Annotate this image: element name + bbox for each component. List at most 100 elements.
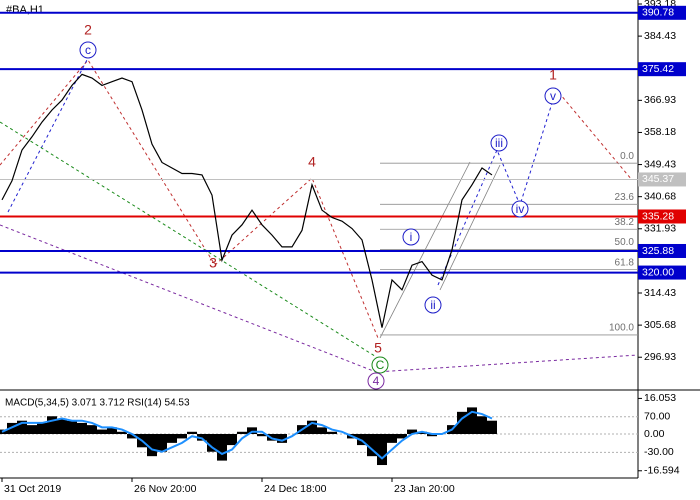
macd-bar [47, 416, 57, 434]
wave-circle [511, 200, 529, 218]
fib-label: 100.0 [609, 323, 634, 334]
wave-label: c [85, 43, 91, 57]
y-tick-label: 340.68 [644, 190, 676, 202]
macd-bar [247, 427, 257, 434]
wave-circle [402, 228, 420, 246]
wave-red-projection [554, 87, 633, 181]
macd-bar [77, 422, 87, 434]
wave-blue [7, 57, 89, 213]
macd-bar [177, 434, 187, 439]
indicator-label: MACD(5,34,5) 3.071 3.712 RSI(14) 54.53 [5, 398, 190, 409]
level-tag [638, 209, 686, 224]
macd-bar [417, 431, 427, 434]
level-tag [638, 172, 686, 187]
level-tag [638, 265, 686, 280]
macd-bar [387, 434, 397, 443]
indicator-tick-label: 0.00 [644, 428, 665, 440]
macd-bar [57, 418, 67, 434]
wave-label: 4 [308, 154, 316, 170]
macd-bar [97, 429, 107, 434]
indicator-tick-label: -16.594 [644, 465, 680, 477]
y-tick-label: 349.43 [644, 158, 676, 170]
chart-title: #BA,H1 [6, 4, 44, 16]
macd-bar [207, 434, 217, 452]
wave-green [0, 121, 379, 359]
wave-circle [490, 134, 508, 152]
macd-bar [127, 434, 137, 439]
wave-label: ii [430, 298, 435, 312]
x-tick-label: 31 Oct 2019 [4, 483, 61, 495]
wave-label: 3 [209, 255, 217, 271]
x-tick-label: 24 Dec 18:00 [264, 483, 327, 495]
macd-bar [427, 434, 437, 437]
level-tag [638, 62, 686, 77]
y-tick-label: 393.18 [644, 0, 676, 10]
macd-bar [7, 422, 17, 434]
y-tick-label: 296.93 [644, 351, 676, 363]
y-tick-label: 331.93 [644, 223, 676, 235]
indicator-tick-label: 16.053 [644, 392, 676, 404]
wave-circle [424, 296, 442, 314]
wave-blue-projection [437, 99, 554, 286]
fib-label: 61.8 [615, 257, 635, 268]
macd-bar [237, 431, 247, 434]
signal-line [1, 410, 493, 460]
macd-bar [37, 422, 47, 434]
macd-bar [477, 416, 487, 434]
wave-label: iv [516, 202, 525, 216]
y-tick-label: 358.18 [644, 126, 676, 138]
fib-label: 38.2 [615, 217, 635, 228]
channel-line [439, 164, 501, 291]
indicator-tick-label: -30.00 [644, 446, 674, 458]
macd-bar [67, 420, 77, 434]
macd-bar [487, 420, 497, 434]
macd-bar [187, 431, 197, 434]
macd-bar [457, 411, 467, 434]
y-tick-label: 314.43 [644, 287, 676, 299]
macd-bar [327, 431, 337, 434]
macd-bar [367, 434, 377, 457]
y-tick-label: 366.93 [644, 94, 676, 106]
macd-bar [167, 434, 177, 443]
y-tick-label: 384.43 [644, 30, 676, 42]
macd-bar [117, 431, 127, 434]
wave-red [0, 59, 379, 339]
wave-circle [367, 372, 385, 390]
macd-bar [87, 425, 97, 434]
macd-bar [157, 434, 167, 452]
y-tick-label: 305.68 [644, 319, 676, 331]
fib-label: 50.0 [615, 237, 635, 248]
level-tag [638, 243, 686, 258]
macd-bar [27, 425, 37, 434]
wave-label: 4 [373, 374, 380, 388]
wave-label: 2 [84, 22, 92, 38]
level-label: 320.00 [642, 266, 674, 278]
macd-bar [217, 434, 227, 461]
macd-bar [257, 434, 267, 437]
macd-bar [307, 420, 317, 434]
wave-label: v [550, 89, 556, 103]
level-label: 345.37 [642, 173, 674, 185]
fib-label: 23.6 [615, 192, 635, 203]
macd-bar [317, 427, 327, 434]
wave-label: C [376, 358, 385, 372]
level-label: 335.28 [642, 210, 674, 222]
fib-label: 0.0 [620, 151, 634, 162]
wave-circle [79, 41, 97, 59]
macd-bar [197, 434, 207, 441]
level-label: 390.78 [642, 7, 674, 19]
level-label: 375.42 [642, 63, 674, 75]
macd-bar [277, 434, 287, 443]
x-tick-label: 23 Jan 20:00 [394, 483, 455, 495]
wave-label: 5 [374, 340, 382, 356]
macd-bar [357, 434, 367, 446]
macd-bar [17, 420, 27, 434]
macd-bar [107, 427, 117, 434]
price-line [1, 73, 493, 328]
macd-bar [227, 434, 237, 446]
level-tag [638, 5, 686, 20]
x-tick-label: 26 Nov 20:00 [134, 483, 197, 495]
wave-circle [371, 356, 389, 374]
indicator-tick-label: 70.00 [644, 410, 670, 422]
